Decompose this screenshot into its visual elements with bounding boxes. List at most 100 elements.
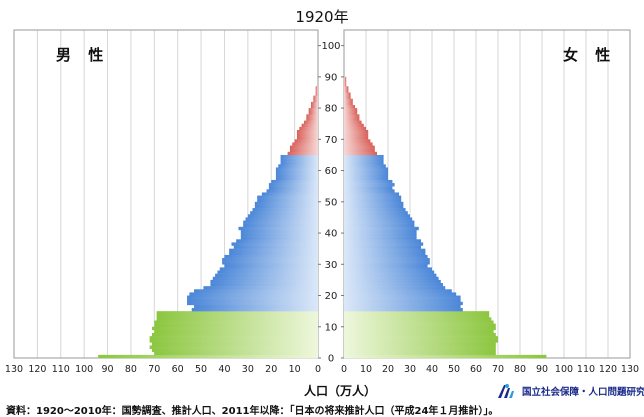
male-bar-age-69 <box>294 139 318 143</box>
female-bar-age-37 <box>344 239 421 243</box>
female-x-tick-label: 70 <box>492 364 504 375</box>
female-bar-age-85 <box>344 89 349 93</box>
ipss-logo-icon <box>498 384 514 398</box>
female-bar-age-5 <box>344 339 498 343</box>
male-bar-age-55 <box>268 183 318 187</box>
male-x-tick-label: 70 <box>148 364 160 375</box>
source-note: 資料：1920〜2010年：国勢調査、推計人口、2011年以降：「日本の将来推計… <box>6 406 499 417</box>
female-bar-age-76 <box>344 117 360 121</box>
male-bar-age-39 <box>240 233 318 237</box>
male-bar-age-1 <box>154 351 318 356</box>
female-bar-age-63 <box>344 158 384 162</box>
female-bar-age-69 <box>344 139 371 143</box>
female-bar-age-73 <box>344 126 366 131</box>
female-bar-age-87 <box>344 83 347 87</box>
male-bar-age-13 <box>156 314 318 318</box>
male-bar-age-7 <box>151 333 318 337</box>
male-bar-age-43 <box>243 220 318 224</box>
ipss-logo: 国立社会保障・人口問題研究所 <box>496 383 644 399</box>
female-bar-age-56 <box>344 179 393 184</box>
female-bar-age-36 <box>344 242 424 246</box>
male-bar-age-58 <box>275 173 318 178</box>
female-x-tick-label: 80 <box>514 364 526 375</box>
male-bar-age-72 <box>296 129 318 134</box>
female-bar-age-9 <box>344 326 496 331</box>
female-x-tick-label: 30 <box>404 364 416 375</box>
male-bar-age-63 <box>280 158 318 162</box>
female-x-tick-label: 40 <box>426 364 438 375</box>
female-bar-age-29 <box>344 264 428 268</box>
male-bar-age-73 <box>299 126 318 131</box>
female-bar-age-45 <box>344 214 410 218</box>
male-bar-age-14 <box>156 311 318 315</box>
male-bar-age-30 <box>222 261 318 265</box>
male-bar-age-76 <box>306 117 318 121</box>
male-x-tick-label: 40 <box>218 364 230 375</box>
male-bar-age-18 <box>187 298 318 303</box>
male-bar-age-60 <box>275 167 318 171</box>
male-bar-age-65 <box>287 151 318 156</box>
female-bar-age-84 <box>344 92 351 96</box>
female-bar-age-89 <box>344 76 347 81</box>
female-x-tick-label: 60 <box>470 364 482 375</box>
female-bar-age-22 <box>344 286 446 290</box>
age-tick-label: 80 <box>325 104 338 115</box>
female-bar-age-78 <box>344 111 358 115</box>
female-bar-age-7 <box>344 333 496 337</box>
female-bar-age-61 <box>344 164 386 168</box>
male-bar-age-61 <box>278 164 318 168</box>
female-bar-age-0 <box>344 354 547 359</box>
male-bar-age-11 <box>154 320 318 324</box>
female-bar-age-83 <box>344 95 351 99</box>
male-bar-age-6 <box>149 336 318 340</box>
female-bar-age-72 <box>344 129 369 134</box>
female-bar-age-48 <box>344 204 404 209</box>
female-bar-age-40 <box>344 229 417 234</box>
female-bar-age-2 <box>344 348 496 353</box>
female-bar-age-54 <box>344 186 393 190</box>
female-bar-age-41 <box>344 226 419 231</box>
male-bar-age-8 <box>154 329 318 334</box>
female-bar-age-15 <box>344 308 463 312</box>
male-bar-age-16 <box>194 304 318 309</box>
female-bar-age-12 <box>344 317 492 321</box>
female-bar-age-30 <box>344 261 430 265</box>
male-bar-age-5 <box>149 339 318 343</box>
age-tick-label: 90 <box>325 72 338 83</box>
male-bar-age-3 <box>149 345 318 349</box>
female-x-tick-label: 90 <box>536 364 548 375</box>
male-bar-age-68 <box>292 142 318 146</box>
female-bar-age-8 <box>344 329 494 334</box>
male-bar-age-62 <box>280 161 318 165</box>
female-bar-age-57 <box>344 176 388 181</box>
female-bar-age-38 <box>344 236 417 240</box>
male-bar-age-32 <box>224 254 318 259</box>
male-bar-age-57 <box>275 176 318 181</box>
male-bar-age-70 <box>296 136 318 140</box>
male-bar-age-74 <box>301 123 318 128</box>
age-tick-label: 10 <box>325 322 338 333</box>
female-bar-age-60 <box>344 167 388 171</box>
male-bar-age-54 <box>268 186 318 190</box>
male-bar-age-35 <box>233 245 318 249</box>
female-bar-age-4 <box>344 342 496 346</box>
female-bar-age-49 <box>344 201 404 206</box>
male-x-tick-label: 20 <box>265 364 277 375</box>
male-x-tick-label: 80 <box>125 364 137 375</box>
male-x-tick-label: 110 <box>52 364 70 375</box>
male-x-tick-label: 60 <box>172 364 184 375</box>
male-bar-age-36 <box>231 242 318 246</box>
female-bar-age-66 <box>344 148 375 153</box>
male-bar-age-80 <box>310 104 318 109</box>
female-bar-age-19 <box>344 295 461 299</box>
male-bar-age-4 <box>151 342 318 346</box>
female-bar-age-64 <box>344 154 384 159</box>
female-bar-age-35 <box>344 245 421 249</box>
female-bar-age-82 <box>344 98 353 103</box>
female-bar-age-51 <box>344 195 402 199</box>
female-bar-age-28 <box>344 267 432 271</box>
age-tick-label: 20 <box>325 291 338 302</box>
female-bar-age-3 <box>344 345 496 349</box>
